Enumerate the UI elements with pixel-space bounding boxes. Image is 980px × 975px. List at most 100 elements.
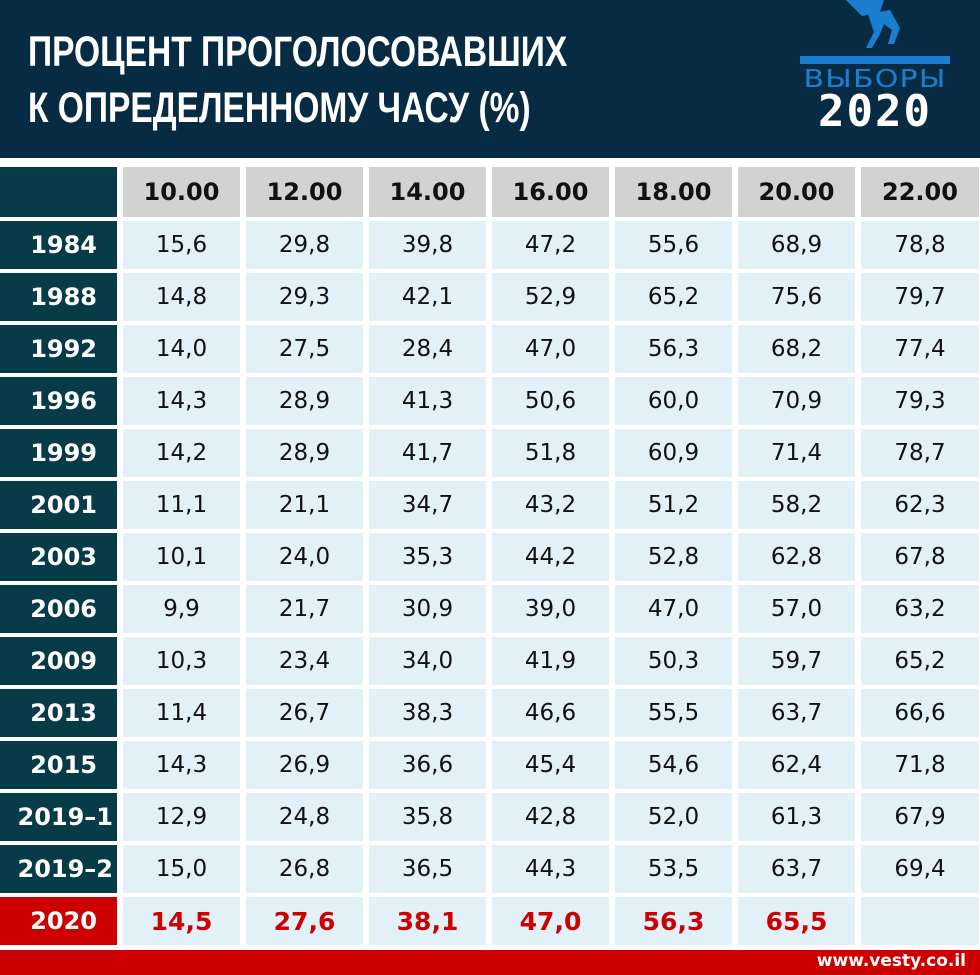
row-year-label: 2020 <box>0 897 117 945</box>
table-cell: 47,0 <box>492 325 609 373</box>
table-cell: 46,6 <box>492 689 609 737</box>
table-cell: 65,2 <box>861 637 979 685</box>
table-cell: 75,6 <box>738 273 855 321</box>
table-cell: 62,3 <box>861 481 979 529</box>
table-cell: 65,5 <box>738 897 855 945</box>
row-year-label: 2013 <box>0 689 117 737</box>
title-line-2: К ОПРЕДЕЛЕННОМУ ЧАСУ (%) <box>28 84 531 132</box>
table-cell: 57,0 <box>738 585 855 633</box>
table-cell: 14,3 <box>123 741 240 789</box>
table-cell: 29,3 <box>246 273 363 321</box>
table-cell: 47,2 <box>492 221 609 269</box>
table-cell: 35,3 <box>369 533 486 581</box>
table-cell: 23,4 <box>246 637 363 685</box>
table-cell: 55,5 <box>615 689 732 737</box>
table-cell: 41,3 <box>369 377 486 425</box>
table-cell: 65,2 <box>615 273 732 321</box>
table-cell: 68,2 <box>738 325 855 373</box>
table-cell: 27,6 <box>246 897 363 945</box>
elections-2020-logo: ВЫБОРЫ 2020 <box>800 0 950 140</box>
table-cell: 14,5 <box>123 897 240 945</box>
table-cell: 10,1 <box>123 533 240 581</box>
table-cell: 34,7 <box>369 481 486 529</box>
row-year-label: 2006 <box>0 585 117 633</box>
table-cell: 56,3 <box>615 897 732 945</box>
table-cell: 79,7 <box>861 273 979 321</box>
table-cell: 36,5 <box>369 845 486 893</box>
table-cell: 24,0 <box>246 533 363 581</box>
table-cell: 26,8 <box>246 845 363 893</box>
table-cell: 24,8 <box>246 793 363 841</box>
row-year-label: 1988 <box>0 273 117 321</box>
column-header: 16.00 <box>492 167 609 217</box>
table-cell: 42,1 <box>369 273 486 321</box>
table-cell: 62,8 <box>738 533 855 581</box>
row-year-label: 1996 <box>0 377 117 425</box>
row-year-label: 1999 <box>0 429 117 477</box>
table-cell: 21,1 <box>246 481 363 529</box>
table-cell: 71,4 <box>738 429 855 477</box>
table-cell: 41,9 <box>492 637 609 685</box>
table-cell: 52,9 <box>492 273 609 321</box>
table-cell: 71,8 <box>861 741 979 789</box>
table-cell: 41,7 <box>369 429 486 477</box>
table-cell: 77,4 <box>861 325 979 373</box>
table-cell: 78,7 <box>861 429 979 477</box>
row-year-label: 2003 <box>0 533 117 581</box>
ballot-box-hand-icon <box>800 0 950 64</box>
table-cell: 60,9 <box>615 429 732 477</box>
table-cell: 60,0 <box>615 377 732 425</box>
table-cell: 29,8 <box>246 221 363 269</box>
table-cell: 9,9 <box>123 585 240 633</box>
column-header: 22.00 <box>861 167 979 217</box>
table-cell: 79,3 <box>861 377 979 425</box>
column-header: 10.00 <box>123 167 240 217</box>
table-cell: 38,1 <box>369 897 486 945</box>
row-year-label: 1992 <box>0 325 117 373</box>
table-cell: 14,2 <box>123 429 240 477</box>
table-cell: 52,8 <box>615 533 732 581</box>
row-year-label: 2001 <box>0 481 117 529</box>
table-cell: 39,0 <box>492 585 609 633</box>
table-cell: 61,3 <box>738 793 855 841</box>
table-cell: 78,8 <box>861 221 979 269</box>
table-cell: 14,0 <box>123 325 240 373</box>
table-cell: 44,2 <box>492 533 609 581</box>
table-cell: 14,8 <box>123 273 240 321</box>
table-cell: 27,5 <box>246 325 363 373</box>
table-cell: 39,8 <box>369 221 486 269</box>
table-cell: 11,4 <box>123 689 240 737</box>
table-cell: 12,9 <box>123 793 240 841</box>
column-header: 20.00 <box>738 167 855 217</box>
table-cell: 15,6 <box>123 221 240 269</box>
source-link[interactable]: www.vesty.co.il <box>816 951 966 971</box>
table-cell: 42,8 <box>492 793 609 841</box>
table-cell: 28,4 <box>369 325 486 373</box>
title-line-1: ПРОЦЕНТ ПРОГОЛОСОВАВШИХ <box>28 28 568 76</box>
logo-year: 2020 <box>818 86 932 137</box>
table-cell: 55,6 <box>615 221 732 269</box>
table-cell: 70,9 <box>738 377 855 425</box>
row-year-label: 2019–1 <box>0 793 117 841</box>
table-cell: 14,3 <box>123 377 240 425</box>
table-cell: 54,6 <box>615 741 732 789</box>
table-cell: 44,3 <box>492 845 609 893</box>
logo-word: ВЫБОРЫ <box>803 64 947 93</box>
table-cell: 51,8 <box>492 429 609 477</box>
table-cell: 26,7 <box>246 689 363 737</box>
footer-bar: www.vesty.co.il <box>0 950 980 975</box>
table-cell: 36,6 <box>369 741 486 789</box>
table-cell: 56,3 <box>615 325 732 373</box>
table-cell: 10,3 <box>123 637 240 685</box>
table-cell: 21,7 <box>246 585 363 633</box>
table-cell: 52,0 <box>615 793 732 841</box>
table-corner <box>0 167 117 217</box>
table-cell: 35,8 <box>369 793 486 841</box>
table-cell: 11,1 <box>123 481 240 529</box>
table-cell: 26,9 <box>246 741 363 789</box>
table-cell: 63,2 <box>861 585 979 633</box>
table-cell: 15,0 <box>123 845 240 893</box>
table-cell: 28,9 <box>246 429 363 477</box>
page-title: ПРОЦЕНТ ПРОГОЛОСОВАВШИХ К ОПРЕДЕЛЕННОМУ … <box>28 24 567 136</box>
table-cell: 50,3 <box>615 637 732 685</box>
